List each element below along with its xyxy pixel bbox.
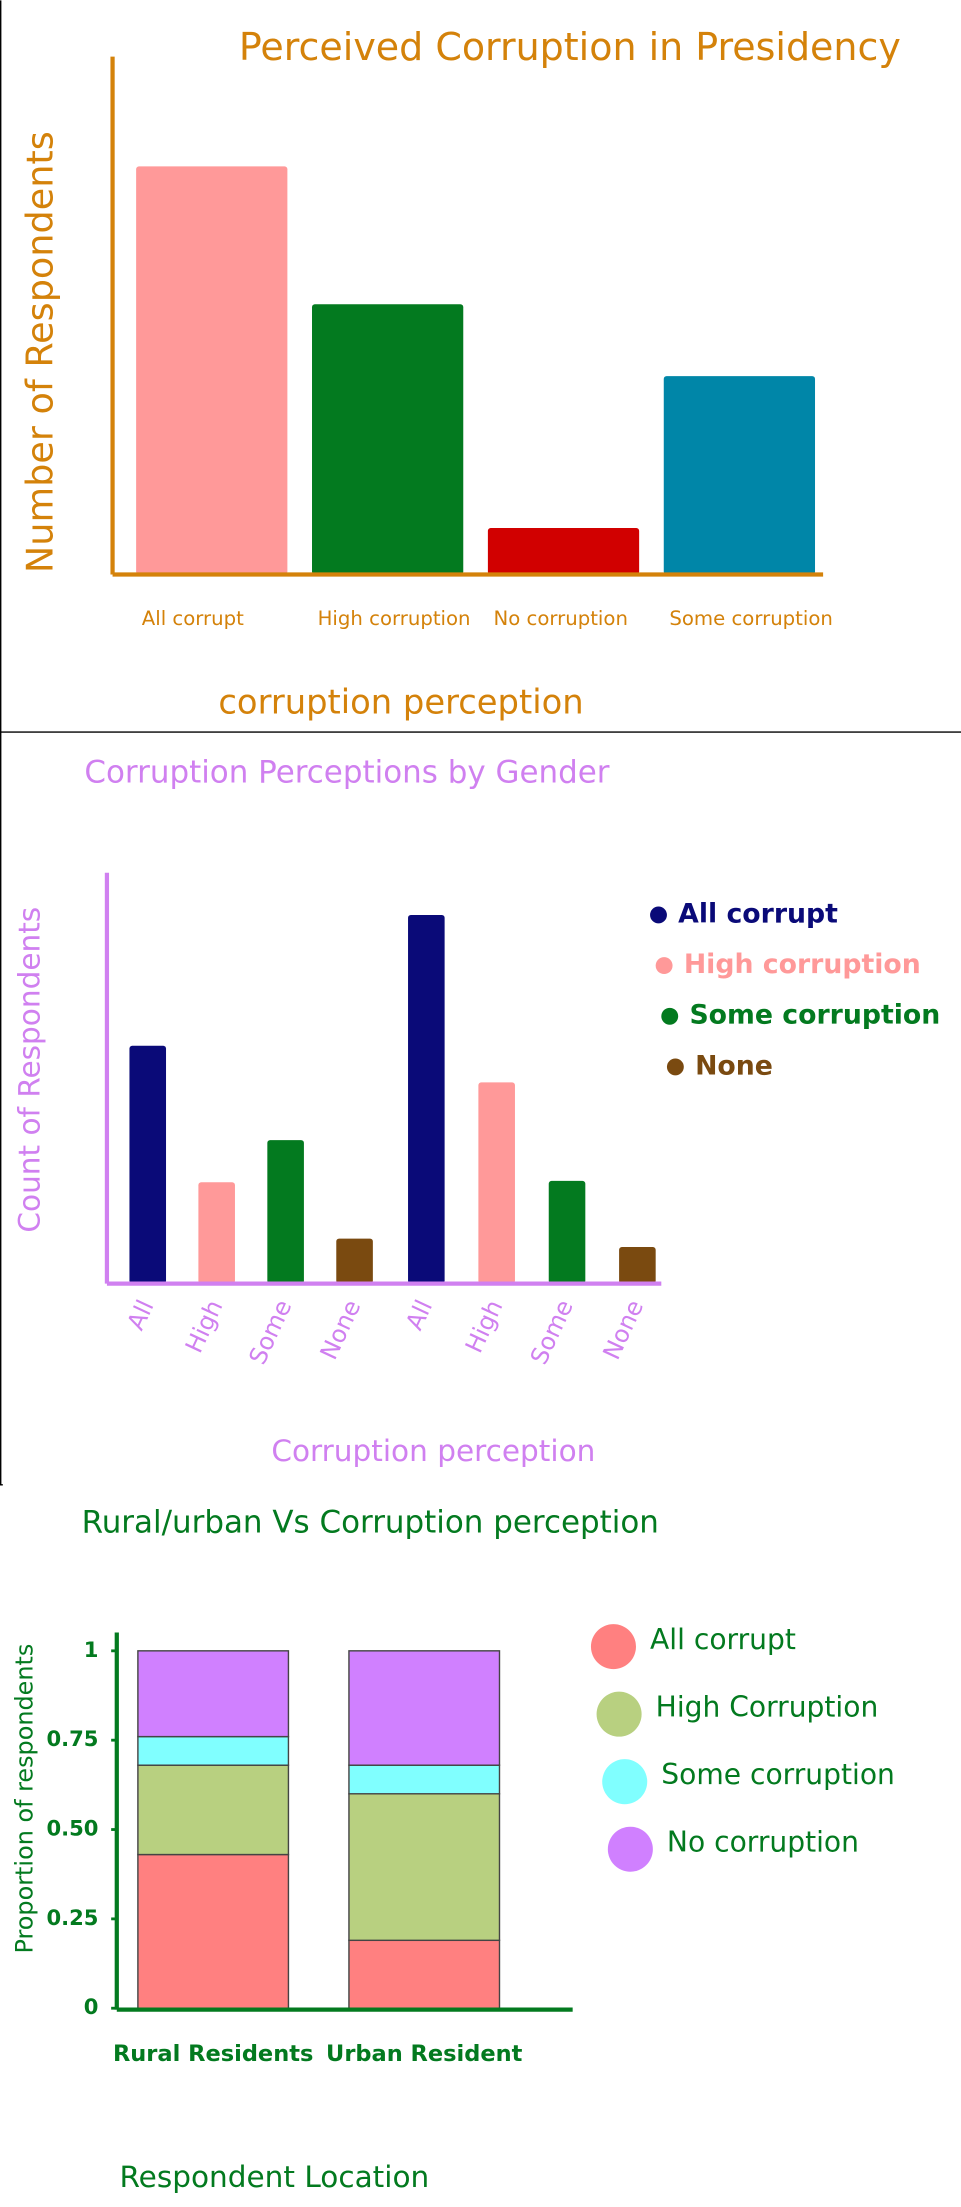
legend-swatch	[650, 906, 667, 924]
x-tick-label: Some	[525, 1296, 579, 1369]
legend-label: None	[695, 1050, 773, 1081]
bar	[548, 1180, 586, 1284]
x-tick-label: All	[122, 1296, 160, 1335]
chart-title: Corruption Perceptions by Gender	[84, 755, 609, 791]
x-tick-label: None	[315, 1296, 367, 1364]
x-tick-label: No corruption	[494, 607, 628, 630]
legend-label: High Corruption	[656, 1691, 879, 1724]
legend-swatch	[602, 1759, 648, 1805]
bar	[619, 1247, 656, 1284]
x-axis-title: Corruption perception	[271, 1434, 595, 1468]
bar-segment	[348, 1764, 501, 1795]
bar	[478, 1082, 515, 1284]
x-axis-title: corruption perception	[218, 682, 583, 721]
bar	[408, 914, 445, 1284]
x-tick-label: All corrupt	[142, 607, 244, 630]
legend-label: Some corruption	[689, 1000, 940, 1031]
legend-swatch	[590, 1624, 636, 1670]
legend-label: All corrupt	[650, 1623, 796, 1656]
bar-segment	[137, 1735, 290, 1766]
legend-label: Some corruption	[661, 1758, 895, 1791]
bar	[663, 376, 816, 575]
y-tick-label: 0	[84, 1994, 99, 2019]
y-tick-label: 1	[84, 1637, 99, 1662]
bar-segment	[137, 1853, 290, 2009]
x-tick-label: Rural Residents	[113, 2041, 313, 2067]
bar	[198, 1182, 235, 1284]
x-tick-label: All	[400, 1296, 438, 1335]
chart-title: Perceived Corruption in Presidency	[239, 25, 901, 69]
y-axis-title: Number of Respondents	[19, 131, 62, 573]
bar	[487, 528, 640, 575]
x-tick-label: High	[460, 1296, 509, 1358]
bar-segment	[137, 1764, 290, 1856]
x-tick-label: Some	[243, 1296, 297, 1369]
y-axis-title: Count of Respondents	[12, 907, 46, 1233]
x-tick-label: Some corruption	[669, 607, 833, 630]
legend-swatch	[666, 1058, 684, 1076]
bar	[312, 304, 464, 575]
bar	[336, 1238, 373, 1284]
legend-swatch	[655, 957, 673, 975]
bar-segment	[348, 1650, 501, 1766]
legend-swatch	[607, 1826, 653, 1872]
legend-label: High corruption	[684, 949, 921, 980]
y-tick-label: 0.50	[46, 1816, 98, 1841]
x-tick-label: None	[597, 1296, 649, 1364]
bar	[136, 166, 288, 575]
y-axis-title: Proportion of respondents	[10, 1644, 38, 1954]
x-axis-title: Respondent Location	[119, 2160, 429, 2194]
bar-segment	[348, 1793, 501, 1942]
x-tick-label: High	[180, 1296, 229, 1358]
legend-label: No corruption	[667, 1826, 859, 1859]
bar-segment	[348, 1939, 501, 2009]
legend-label: All corrupt	[678, 898, 838, 929]
x-tick-label: Urban Resident	[326, 2041, 523, 2067]
y-tick-label: 0.25	[46, 1905, 98, 1930]
legend-swatch	[661, 1007, 679, 1025]
chart-title: Rural/urban Vs Corruption perception	[82, 1505, 659, 1541]
bar	[267, 1140, 304, 1284]
y-tick-label: 0.75	[46, 1726, 98, 1751]
bar	[129, 1045, 167, 1284]
legend-swatch	[596, 1691, 642, 1737]
x-tick-label: High corruption	[318, 607, 471, 630]
bar-segment	[137, 1650, 290, 1738]
